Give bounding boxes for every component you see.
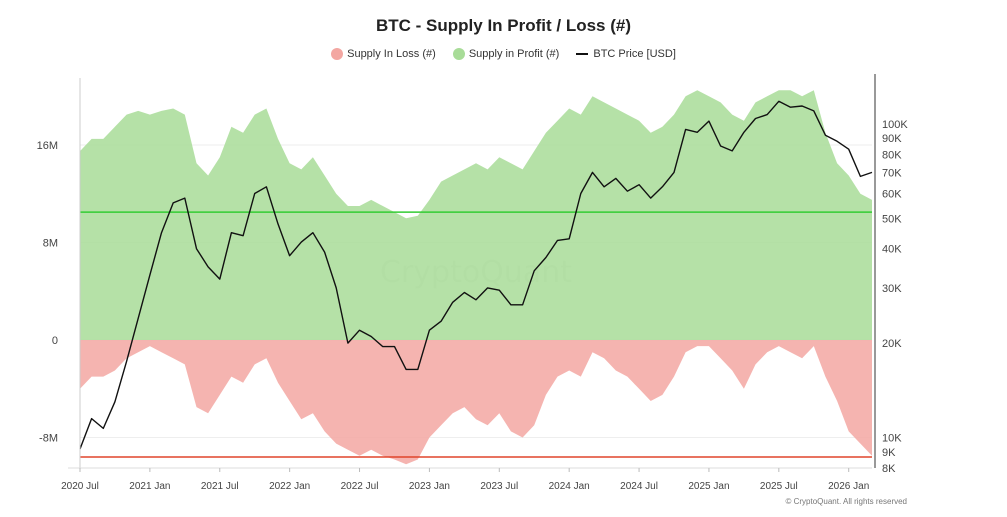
x-tick-label: 2021 Jul (201, 481, 239, 492)
area-supply-in-loss (80, 340, 872, 465)
legend-label-price: BTC Price [USD] (593, 48, 676, 61)
right-tick-label: 30K (882, 283, 902, 295)
right-tick-label: 100K (882, 119, 908, 131)
legend-item-btc-price[interactable]: BTC Price [USD] (576, 48, 676, 60)
line-btc-price (79, 100, 873, 450)
left-tick-label: 0 (52, 335, 58, 347)
right-tick-label: 8K (882, 463, 896, 475)
right-tick-label: 9K (882, 447, 896, 459)
legend: Supply In Loss (#) Supply in Profit (#) … (0, 48, 1007, 61)
x-tick-label: 2025 Jan (688, 481, 729, 492)
copyright-notice: © CryptoQuant. All rights reserved (785, 497, 908, 506)
x-tick-label: 2021 Jan (129, 481, 170, 492)
area-supply-in-profit (80, 90, 872, 341)
legend-label-loss: Supply In Loss (#) (347, 48, 436, 61)
right-tick-label: 60K (882, 188, 902, 200)
x-tick-label: 2026 Jan (828, 481, 869, 492)
x-tick-label: 2022 Jul (341, 481, 379, 492)
x-tick-label: 2020 Jul (61, 481, 99, 492)
left-tick-label: 16M (37, 140, 58, 152)
x-tick-label: 2023 Jul (480, 481, 518, 492)
right-tick-label: 20K (882, 338, 902, 350)
right-tick-label: 70K (882, 167, 902, 179)
x-tick-label: 2025 Jul (760, 481, 798, 492)
legend-swatch-profit (452, 48, 465, 61)
right-tick-label: 10K (882, 433, 902, 445)
legend-swatch-price (576, 53, 589, 56)
chart-title: BTC - Supply In Profit / Loss (#) (376, 16, 631, 35)
right-tick-label: 90K (882, 133, 902, 145)
legend-item-supply-in-profit[interactable]: Supply in Profit (#) (452, 48, 560, 61)
x-tick-label: 2023 Jan (409, 481, 450, 492)
right-tick-label: 50K (882, 213, 902, 225)
legend-item-supply-in-loss[interactable]: Supply In Loss (#) (331, 48, 436, 61)
left-tick-label: -8M (39, 433, 58, 445)
right-tick-label: 40K (882, 244, 902, 256)
x-tick-label: 2024 Jan (549, 481, 590, 492)
right-tick-label: 80K (882, 149, 902, 161)
legend-label-profit: Supply in Profit (#) (468, 48, 560, 61)
legend-swatch-loss (331, 48, 344, 61)
x-tick-label: 2024 Jul (620, 481, 658, 492)
left-tick-label: 8M (43, 238, 58, 250)
x-tick-label: 2022 Jan (269, 481, 310, 492)
